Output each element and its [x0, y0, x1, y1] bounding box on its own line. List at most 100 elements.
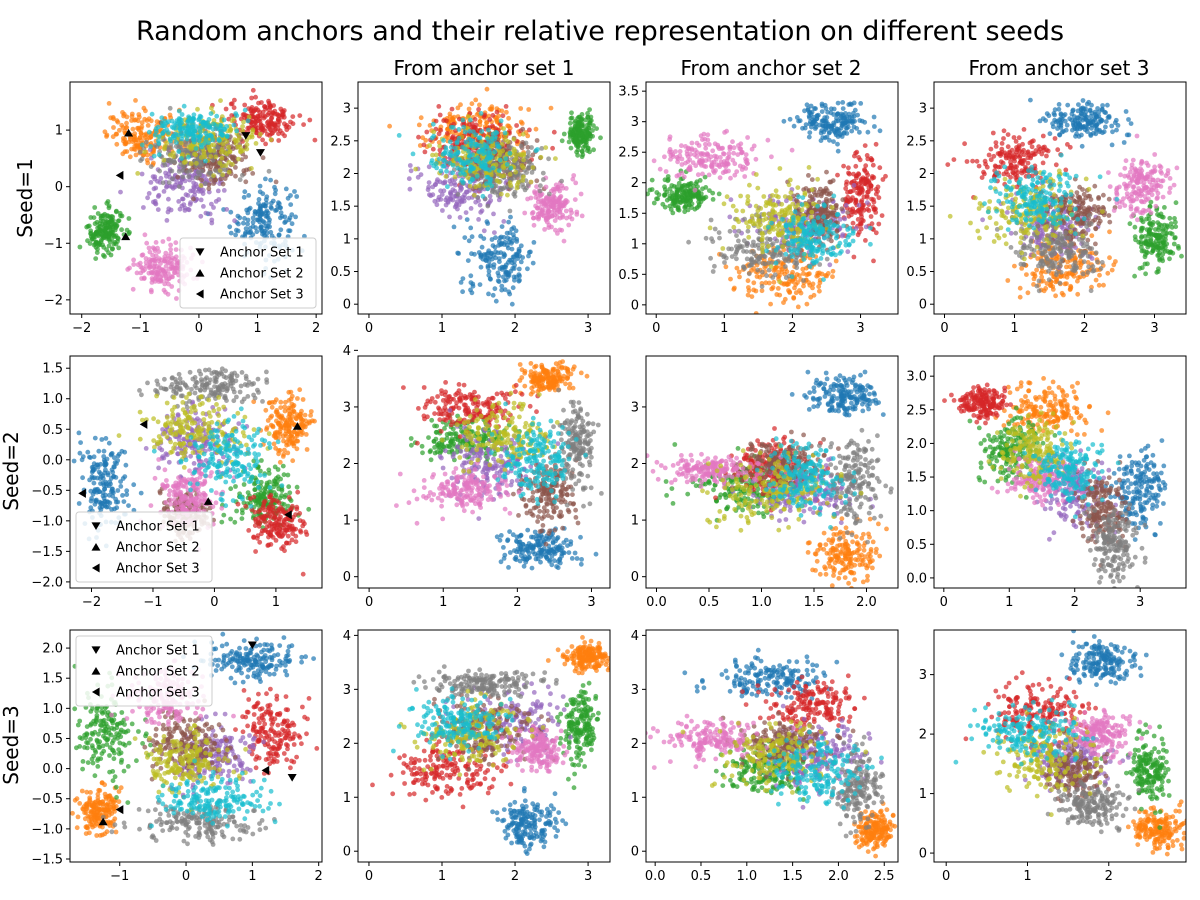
- data-point: [422, 149, 428, 155]
- data-point: [580, 133, 586, 138]
- data-point: [166, 119, 171, 125]
- data-point: [477, 282, 483, 287]
- data-point: [143, 260, 149, 265]
- data-point: [162, 281, 168, 287]
- data-point: [760, 217, 766, 223]
- data-point: [693, 163, 699, 169]
- data-point: [683, 160, 688, 166]
- data-point: [150, 174, 156, 180]
- data-point: [433, 182, 438, 187]
- data-point: [243, 226, 249, 232]
- data-point: [544, 219, 550, 225]
- data-point: [213, 177, 219, 183]
- data-point: [785, 210, 790, 216]
- data-point: [505, 192, 510, 198]
- data-point: [191, 196, 196, 202]
- data-point: [437, 161, 443, 166]
- data-point: [235, 144, 241, 150]
- data-point: [261, 115, 267, 121]
- data-point: [549, 224, 554, 230]
- data-point: [789, 147, 795, 153]
- data-point: [538, 193, 544, 199]
- data-point: [480, 256, 486, 262]
- data-point: [790, 279, 795, 284]
- data-point: [448, 144, 454, 150]
- data-point: [531, 240, 537, 245]
- data-point: [466, 238, 472, 244]
- data-point: [780, 244, 786, 250]
- data-point: [507, 208, 513, 214]
- data-point: [514, 239, 520, 244]
- data-point: [528, 195, 534, 201]
- data-point: [484, 181, 489, 187]
- x-tick-label: 1: [438, 321, 446, 336]
- data-point: [131, 262, 137, 267]
- data-point: [869, 196, 874, 202]
- data-point: [736, 238, 741, 244]
- data-point: [668, 207, 674, 212]
- data-point: [190, 131, 196, 137]
- data-point: [220, 142, 226, 147]
- data-point: [226, 144, 232, 150]
- data-point: [469, 101, 475, 107]
- data-point: [697, 178, 703, 183]
- data-point: [177, 184, 182, 190]
- data-point: [518, 243, 524, 249]
- data-point: [646, 191, 650, 197]
- data-point: [104, 134, 109, 139]
- data-point: [795, 215, 801, 221]
- data-point: [506, 144, 512, 150]
- data-point: [179, 156, 184, 161]
- data-point: [440, 208, 445, 213]
- data-point: [445, 184, 450, 190]
- data-point: [453, 145, 458, 151]
- data-point: [265, 215, 271, 220]
- data-point: [692, 206, 698, 212]
- data-point: [436, 104, 442, 109]
- data-point: [857, 118, 863, 123]
- data-point: [220, 181, 226, 187]
- data-point: [806, 165, 812, 170]
- data-point: [846, 165, 851, 171]
- data-point: [102, 211, 108, 217]
- data-point: [451, 125, 456, 130]
- data-point: [842, 216, 848, 222]
- data-point: [180, 126, 185, 131]
- data-point: [170, 274, 175, 280]
- data-point: [194, 184, 200, 190]
- data-point: [133, 152, 139, 158]
- data-point: [138, 126, 144, 132]
- data-point: [167, 136, 173, 142]
- data-point: [276, 138, 282, 143]
- data-point: [506, 115, 511, 121]
- data-point: [681, 199, 686, 204]
- data-point: [857, 190, 863, 196]
- data-point: [514, 123, 519, 128]
- data-point: [430, 121, 436, 127]
- data-point: [791, 123, 797, 129]
- data-point: [226, 160, 232, 165]
- data-point: [879, 213, 885, 219]
- data-point: [588, 118, 594, 123]
- data-point: [695, 172, 701, 178]
- data-point: [452, 174, 458, 180]
- data-point: [156, 277, 161, 282]
- data-point: [828, 210, 833, 216]
- data-point: [506, 219, 511, 225]
- data-point: [163, 250, 169, 256]
- data-point: [734, 247, 740, 253]
- data-point: [424, 129, 430, 135]
- data-point: [551, 189, 557, 195]
- data-point: [438, 127, 444, 133]
- data-point: [407, 186, 413, 192]
- data-point: [590, 127, 595, 133]
- data-point: [107, 232, 113, 237]
- data-point: [837, 217, 843, 222]
- data-point: [846, 102, 852, 107]
- data-point: [835, 148, 841, 154]
- data-point: [209, 201, 214, 207]
- data-point: [142, 232, 148, 238]
- data-point: [722, 260, 727, 265]
- data-point: [841, 130, 847, 135]
- data-point: [742, 266, 747, 271]
